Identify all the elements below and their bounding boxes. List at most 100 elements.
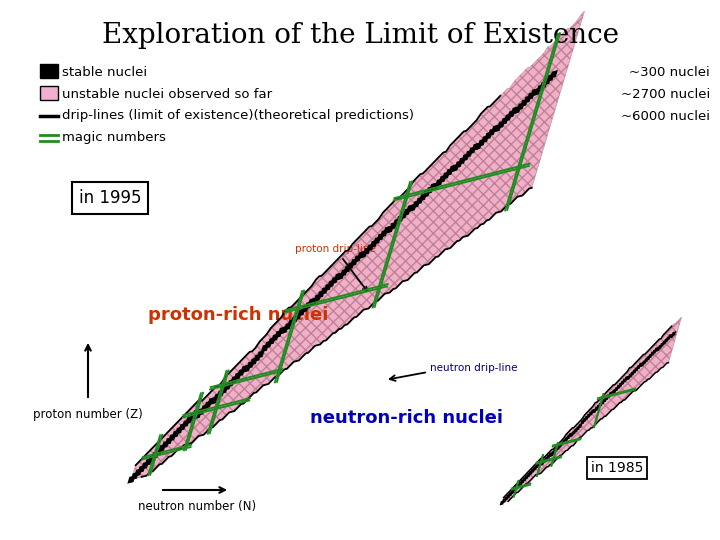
Polygon shape: [346, 261, 355, 270]
Polygon shape: [313, 294, 322, 302]
Polygon shape: [590, 409, 595, 414]
Polygon shape: [654, 347, 659, 352]
Polygon shape: [622, 378, 627, 383]
Polygon shape: [310, 297, 318, 306]
Polygon shape: [662, 340, 667, 345]
Polygon shape: [630, 371, 635, 376]
Polygon shape: [415, 197, 423, 205]
Polygon shape: [554, 448, 559, 453]
Polygon shape: [243, 364, 251, 373]
Polygon shape: [513, 106, 521, 114]
Polygon shape: [594, 406, 599, 411]
Polygon shape: [386, 225, 394, 233]
Polygon shape: [655, 347, 660, 352]
Polygon shape: [161, 440, 169, 449]
Polygon shape: [200, 404, 209, 413]
Polygon shape: [426, 186, 434, 194]
Polygon shape: [237, 368, 245, 377]
Polygon shape: [357, 251, 365, 259]
Polygon shape: [246, 361, 254, 369]
Polygon shape: [539, 461, 544, 466]
Polygon shape: [610, 391, 615, 396]
Polygon shape: [185, 416, 193, 424]
Polygon shape: [543, 77, 551, 85]
Polygon shape: [508, 491, 513, 497]
Polygon shape: [168, 433, 176, 442]
Polygon shape: [523, 95, 531, 104]
Polygon shape: [539, 460, 544, 464]
Polygon shape: [383, 226, 392, 234]
Polygon shape: [671, 331, 676, 336]
Polygon shape: [533, 87, 541, 96]
Polygon shape: [317, 290, 325, 299]
Polygon shape: [290, 315, 299, 323]
Polygon shape: [592, 408, 597, 414]
Polygon shape: [568, 433, 572, 437]
Polygon shape: [632, 369, 636, 374]
Polygon shape: [570, 432, 575, 437]
Polygon shape: [181, 419, 190, 428]
Polygon shape: [400, 211, 408, 219]
Polygon shape: [330, 276, 338, 285]
Polygon shape: [485, 132, 492, 140]
Polygon shape: [646, 355, 651, 361]
Polygon shape: [268, 337, 276, 345]
Polygon shape: [449, 164, 456, 173]
Polygon shape: [419, 193, 427, 201]
Text: drip-lines (limit of existence)(theoretical predictions): drip-lines (limit of existence)(theoreti…: [62, 110, 414, 123]
Polygon shape: [539, 80, 548, 89]
Polygon shape: [389, 221, 397, 230]
Polygon shape: [396, 214, 404, 223]
Polygon shape: [194, 411, 202, 420]
Polygon shape: [616, 384, 621, 389]
Polygon shape: [264, 340, 272, 349]
Polygon shape: [409, 204, 417, 212]
Polygon shape: [491, 125, 499, 133]
Polygon shape: [284, 322, 292, 330]
Polygon shape: [572, 430, 576, 435]
Polygon shape: [227, 379, 235, 387]
Polygon shape: [526, 472, 531, 477]
Polygon shape: [327, 280, 336, 288]
Polygon shape: [158, 444, 166, 452]
Polygon shape: [502, 317, 681, 503]
Polygon shape: [670, 333, 674, 339]
Text: proton drip-line: proton drip-line: [295, 244, 376, 291]
Polygon shape: [596, 404, 601, 409]
Text: stable nuclei: stable nuclei: [62, 65, 147, 78]
Polygon shape: [524, 475, 529, 480]
Polygon shape: [350, 258, 358, 266]
Polygon shape: [666, 336, 670, 341]
Polygon shape: [664, 338, 669, 343]
Polygon shape: [373, 237, 381, 245]
Polygon shape: [624, 376, 629, 381]
Polygon shape: [520, 479, 525, 484]
Polygon shape: [550, 70, 558, 78]
Polygon shape: [354, 254, 361, 263]
Polygon shape: [127, 475, 135, 484]
Polygon shape: [588, 411, 593, 416]
Polygon shape: [324, 283, 332, 292]
Polygon shape: [536, 84, 544, 92]
Polygon shape: [577, 423, 582, 429]
Polygon shape: [472, 143, 480, 151]
Text: in 1985: in 1985: [591, 461, 643, 475]
Polygon shape: [552, 450, 557, 455]
Polygon shape: [406, 204, 414, 213]
Polygon shape: [566, 435, 571, 440]
Polygon shape: [504, 496, 508, 501]
Polygon shape: [412, 200, 420, 208]
Polygon shape: [642, 360, 647, 365]
Polygon shape: [648, 353, 653, 359]
Polygon shape: [431, 182, 440, 190]
Polygon shape: [207, 397, 215, 406]
Polygon shape: [165, 437, 173, 445]
Polygon shape: [340, 268, 348, 277]
Polygon shape: [189, 413, 197, 421]
Text: unstable nuclei observed so far: unstable nuclei observed so far: [62, 87, 272, 100]
Polygon shape: [600, 400, 605, 405]
Polygon shape: [274, 330, 282, 338]
Polygon shape: [179, 423, 186, 431]
Polygon shape: [536, 462, 541, 467]
Polygon shape: [256, 350, 265, 359]
